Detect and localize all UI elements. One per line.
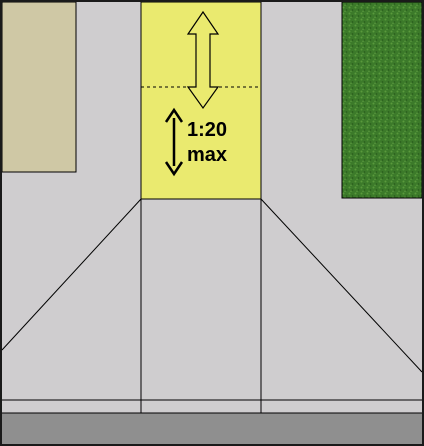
planter-left bbox=[1, 1, 77, 173]
double-headed-arrow-icon bbox=[186, 10, 220, 110]
street bbox=[0, 413, 424, 446]
flare-line-left bbox=[1, 198, 142, 351]
slope-max-label: max bbox=[187, 144, 227, 166]
grass-area bbox=[341, 1, 423, 199]
slope-ratio-label: 1:20 bbox=[187, 119, 227, 141]
slope-arrow-icon bbox=[164, 107, 184, 177]
flare-line-right bbox=[260, 198, 423, 373]
